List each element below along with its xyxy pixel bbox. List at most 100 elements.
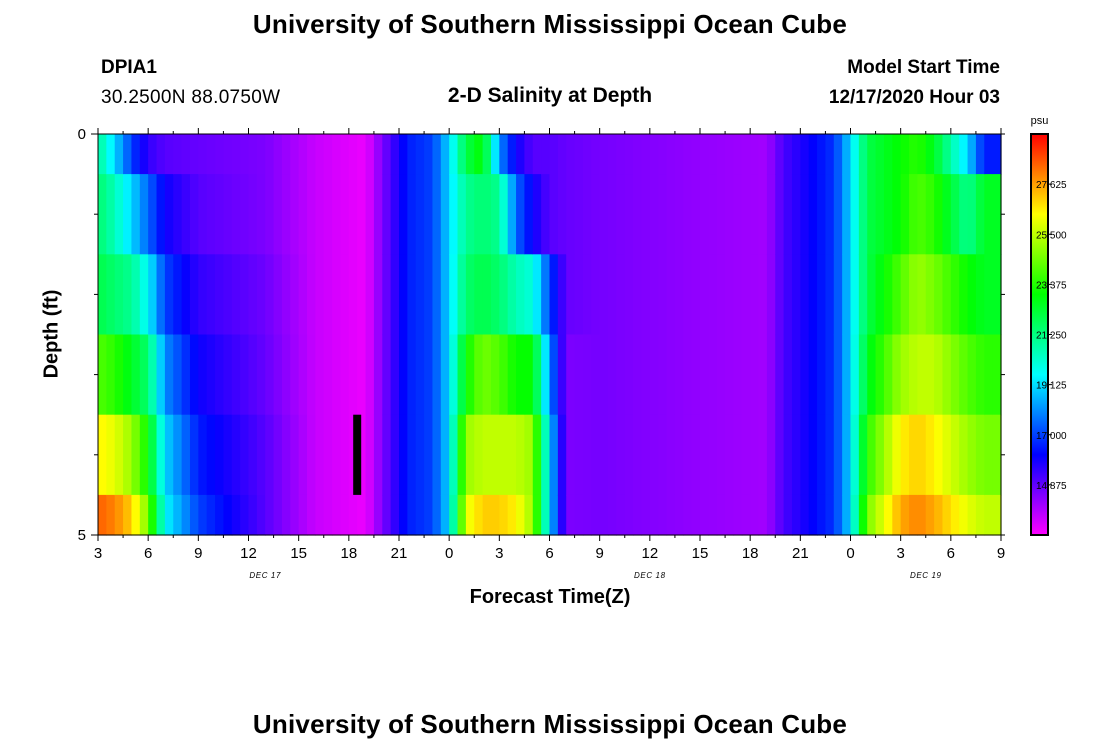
heatmap-cell — [206, 414, 216, 496]
heatmap-cell — [340, 254, 350, 336]
heatmap-cell — [641, 174, 651, 255]
heatmap-cell — [616, 134, 626, 175]
heatmap-cell — [465, 134, 475, 175]
heatmap-cell — [315, 414, 325, 496]
heatmap-cell — [800, 254, 810, 336]
heatmap-cell — [708, 254, 718, 336]
heatmap-cell — [557, 494, 567, 536]
heatmap-cell — [608, 134, 617, 175]
heatmap-cell — [566, 254, 576, 336]
heatmap-cell — [98, 254, 107, 336]
heatmap-cell — [992, 254, 1002, 336]
heatmap-cell — [557, 134, 567, 175]
heatmap-cell — [541, 254, 551, 336]
heatmap-cell — [758, 494, 768, 536]
heatmap-cell — [424, 134, 434, 175]
heatmap-cell — [114, 494, 124, 536]
heatmap-cell — [917, 254, 927, 336]
heatmap-cell — [449, 254, 459, 336]
heatmap-cells — [98, 134, 1002, 536]
heatmap-cell — [198, 494, 208, 536]
heatmap-cell — [582, 254, 592, 336]
heatmap-cell — [658, 134, 668, 175]
heatmap-cell — [967, 134, 977, 175]
x-tick-label: 0 — [846, 545, 854, 562]
heatmap-cell — [549, 174, 559, 255]
heatmap-cell — [532, 134, 542, 175]
heatmap-cell — [582, 174, 592, 255]
heatmap-cell — [683, 174, 693, 255]
heatmap-cell — [148, 254, 158, 336]
heatmap-cell — [775, 494, 785, 536]
heatmap-cell — [608, 254, 617, 336]
heatmap-cell — [365, 254, 375, 336]
heatmap-cell — [482, 334, 492, 416]
heatmap-cell — [850, 174, 860, 255]
heatmap-cell — [390, 494, 400, 536]
heatmap-cell — [298, 254, 308, 336]
heatmap-cell — [482, 134, 492, 175]
heatmap-cell — [189, 494, 199, 536]
heatmap-cell — [858, 254, 868, 336]
heatmap-cell — [925, 134, 935, 175]
x-tick-label: 9 — [194, 545, 202, 562]
heatmap-cell — [984, 494, 994, 536]
heatmap-cell — [449, 134, 459, 175]
heatmap-cell — [725, 174, 735, 255]
heatmap-cell — [265, 174, 275, 255]
heatmap-cell — [858, 134, 868, 175]
heatmap-cell — [574, 414, 584, 496]
model-start-label: Model Start Time — [847, 57, 1000, 78]
heatmap-cell — [950, 494, 960, 536]
heatmap-cell — [424, 414, 434, 496]
heatmap-cell — [474, 254, 484, 336]
heatmap-cell — [741, 254, 751, 336]
heatmap-cell — [206, 334, 216, 416]
heatmap-cell — [223, 134, 233, 175]
heatmap-cell — [482, 174, 492, 255]
heatmap-cell — [148, 174, 158, 255]
heatmap-cell — [934, 494, 944, 536]
heatmap-cell — [557, 334, 567, 416]
heatmap-cell — [248, 254, 258, 336]
heatmap-cell — [373, 254, 383, 336]
heatmap-cell — [490, 414, 500, 496]
heatmap-cell — [925, 254, 935, 336]
heatmap-cell — [566, 414, 576, 496]
x-tick-label: 3 — [896, 545, 904, 562]
heatmap-cell — [98, 334, 107, 416]
heatmap-cell — [649, 494, 659, 536]
heatmap-cell — [658, 414, 668, 496]
heatmap-cell — [967, 334, 977, 416]
heatmap-cell — [332, 494, 342, 536]
heatmap-cell — [281, 334, 291, 416]
heatmap-cell — [883, 494, 893, 536]
heatmap-cell — [432, 254, 442, 336]
heatmap-cell — [390, 254, 400, 336]
heatmap-cell — [524, 174, 534, 255]
heatmap-cell — [817, 174, 827, 255]
heatmap-cell — [992, 494, 1002, 536]
heatmap-cell — [616, 174, 626, 255]
heatmap-cell — [106, 494, 116, 536]
heatmap-cell — [256, 254, 266, 336]
heatmap-cell — [992, 134, 1002, 175]
heatmap-cell — [248, 414, 258, 496]
heatmap-cell — [139, 334, 149, 416]
colorbar-tick-label: 25.500 — [1036, 230, 1067, 241]
heatmap-cell — [98, 414, 107, 496]
heatmap-cell — [574, 254, 584, 336]
heatmap-cell — [465, 334, 475, 416]
heatmap-cell — [298, 334, 308, 416]
heatmap-cell — [708, 134, 718, 175]
heatmap-cell — [959, 334, 969, 416]
heatmap-cell — [532, 414, 542, 496]
heatmap-cell — [415, 334, 425, 416]
y-axis-ticks: 05 — [78, 126, 1005, 544]
heatmap-cell — [549, 134, 559, 175]
heatmap-cell — [290, 174, 300, 255]
heatmap-cell — [273, 334, 283, 416]
heatmap-cell — [666, 494, 676, 536]
heatmap-cell — [415, 134, 425, 175]
heatmap-cell — [591, 494, 601, 536]
